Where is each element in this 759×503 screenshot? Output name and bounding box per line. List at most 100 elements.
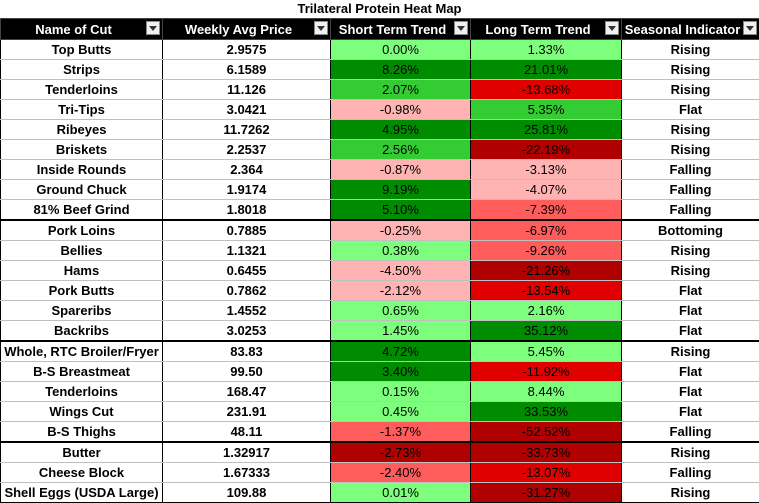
- short-term-trend-cell[interactable]: -4.50%: [330, 260, 471, 281]
- filter-dropdown-button[interactable]: [146, 21, 160, 35]
- seasonal-indicator-cell[interactable]: Flat: [621, 300, 759, 321]
- weekly-price-cell[interactable]: 2.364: [162, 159, 331, 180]
- seasonal-indicator-cell[interactable]: Rising: [621, 260, 759, 281]
- seasonal-indicator-cell[interactable]: Falling: [621, 199, 759, 221]
- cut-name-cell[interactable]: Hams: [0, 260, 163, 281]
- short-term-trend-cell[interactable]: 1.45%: [330, 320, 471, 342]
- long-term-trend-cell[interactable]: -9.26%: [470, 240, 622, 261]
- cut-name-cell[interactable]: Cheese Block: [0, 462, 163, 483]
- seasonal-indicator-cell[interactable]: Falling: [621, 159, 759, 180]
- seasonal-indicator-cell[interactable]: Falling: [621, 179, 759, 200]
- short-term-trend-cell[interactable]: 0.65%: [330, 300, 471, 321]
- cut-name-cell[interactable]: Inside Rounds: [0, 159, 163, 180]
- long-term-trend-cell[interactable]: -4.07%: [470, 179, 622, 200]
- cut-name-cell[interactable]: 81% Beef Grind: [0, 199, 163, 221]
- cut-name-cell[interactable]: B-S Breastmeat: [0, 361, 163, 382]
- long-term-trend-cell[interactable]: 25.81%: [470, 119, 622, 140]
- seasonal-indicator-cell[interactable]: Flat: [621, 99, 759, 120]
- seasonal-indicator-cell[interactable]: Flat: [621, 280, 759, 301]
- weekly-price-cell[interactable]: 1.1321: [162, 240, 331, 261]
- cut-name-cell[interactable]: Backribs: [0, 320, 163, 342]
- weekly-price-cell[interactable]: 1.4552: [162, 300, 331, 321]
- weekly-price-cell[interactable]: 1.9174: [162, 179, 331, 200]
- weekly-price-cell[interactable]: 168.47: [162, 381, 331, 402]
- cut-name-cell[interactable]: Whole, RTC Broiler/Fryer: [0, 340, 163, 362]
- seasonal-indicator-cell[interactable]: Falling: [621, 421, 759, 443]
- weekly-price-cell[interactable]: 0.6455: [162, 260, 331, 281]
- filter-dropdown-button[interactable]: [605, 21, 619, 35]
- long-term-trend-cell[interactable]: -31.27%: [470, 482, 622, 503]
- short-term-trend-cell[interactable]: -2.12%: [330, 280, 471, 301]
- seasonal-indicator-cell[interactable]: Rising: [621, 119, 759, 140]
- weekly-price-cell[interactable]: 1.67333: [162, 462, 331, 483]
- long-term-trend-cell[interactable]: -3.13%: [470, 159, 622, 180]
- weekly-price-cell[interactable]: 1.8018: [162, 199, 331, 221]
- short-term-trend-cell[interactable]: -2.40%: [330, 462, 471, 483]
- cut-name-cell[interactable]: Spareribs: [0, 300, 163, 321]
- short-term-trend-cell[interactable]: 3.40%: [330, 361, 471, 382]
- filter-dropdown-button[interactable]: [454, 21, 468, 35]
- weekly-price-cell[interactable]: 109.88: [162, 482, 331, 503]
- cut-name-cell[interactable]: Butter: [0, 441, 163, 463]
- filter-dropdown-button[interactable]: [314, 21, 328, 35]
- weekly-price-cell[interactable]: 48.11: [162, 421, 331, 443]
- cut-name-cell[interactable]: Tenderloins: [0, 381, 163, 402]
- seasonal-indicator-cell[interactable]: Flat: [621, 381, 759, 402]
- short-term-trend-cell[interactable]: 0.38%: [330, 240, 471, 261]
- cut-name-cell[interactable]: Briskets: [0, 139, 163, 160]
- short-term-trend-cell[interactable]: 0.00%: [330, 39, 471, 60]
- weekly-price-cell[interactable]: 2.9575: [162, 39, 331, 60]
- cut-name-cell[interactable]: Pork Butts: [0, 280, 163, 301]
- seasonal-indicator-cell[interactable]: Rising: [621, 340, 759, 362]
- cut-name-cell[interactable]: Tri-Tips: [0, 99, 163, 120]
- short-term-trend-cell[interactable]: -1.37%: [330, 421, 471, 443]
- cut-name-cell[interactable]: B-S Thighs: [0, 421, 163, 443]
- weekly-price-cell[interactable]: 11.7262: [162, 119, 331, 140]
- weekly-price-cell[interactable]: 99.50: [162, 361, 331, 382]
- long-term-trend-cell[interactable]: -21.26%: [470, 260, 622, 281]
- short-term-trend-cell[interactable]: 5.10%: [330, 199, 471, 221]
- short-term-trend-cell[interactable]: 0.45%: [330, 401, 471, 422]
- weekly-price-cell[interactable]: 2.2537: [162, 139, 331, 160]
- long-term-trend-cell[interactable]: 33.53%: [470, 401, 622, 422]
- cut-name-cell[interactable]: Top Butts: [0, 39, 163, 60]
- short-term-trend-cell[interactable]: 9.19%: [330, 179, 471, 200]
- seasonal-indicator-cell[interactable]: Bottoming: [621, 219, 759, 241]
- cut-name-cell[interactable]: Ribeyes: [0, 119, 163, 140]
- long-term-trend-cell[interactable]: -22.19%: [470, 139, 622, 160]
- seasonal-indicator-cell[interactable]: Rising: [621, 482, 759, 503]
- cut-name-cell[interactable]: Wings Cut: [0, 401, 163, 422]
- long-term-trend-cell[interactable]: 35.12%: [470, 320, 622, 342]
- seasonal-indicator-cell[interactable]: Flat: [621, 361, 759, 382]
- seasonal-indicator-cell[interactable]: Rising: [621, 79, 759, 100]
- seasonal-indicator-cell[interactable]: Rising: [621, 59, 759, 80]
- weekly-price-cell[interactable]: 3.0421: [162, 99, 331, 120]
- short-term-trend-cell[interactable]: 4.72%: [330, 340, 471, 362]
- seasonal-indicator-cell[interactable]: Rising: [621, 240, 759, 261]
- short-term-trend-cell[interactable]: -0.25%: [330, 219, 471, 241]
- short-term-trend-cell[interactable]: 2.56%: [330, 139, 471, 160]
- seasonal-indicator-cell[interactable]: Flat: [621, 401, 759, 422]
- weekly-price-cell[interactable]: 1.32917: [162, 441, 331, 463]
- weekly-price-cell[interactable]: 0.7862: [162, 280, 331, 301]
- long-term-trend-cell[interactable]: 5.45%: [470, 340, 622, 362]
- weekly-price-cell[interactable]: 83.83: [162, 340, 331, 362]
- weekly-price-cell[interactable]: 11.126: [162, 79, 331, 100]
- long-term-trend-cell[interactable]: -33.73%: [470, 441, 622, 463]
- cut-name-cell[interactable]: Ground Chuck: [0, 179, 163, 200]
- short-term-trend-cell[interactable]: 0.15%: [330, 381, 471, 402]
- filter-dropdown-button[interactable]: [743, 21, 757, 35]
- seasonal-indicator-cell[interactable]: Rising: [621, 39, 759, 60]
- cut-name-cell[interactable]: Tenderloins: [0, 79, 163, 100]
- long-term-trend-cell[interactable]: -7.39%: [470, 199, 622, 221]
- long-term-trend-cell[interactable]: 8.44%: [470, 381, 622, 402]
- short-term-trend-cell[interactable]: 8.26%: [330, 59, 471, 80]
- seasonal-indicator-cell[interactable]: Flat: [621, 320, 759, 342]
- weekly-price-cell[interactable]: 3.0253: [162, 320, 331, 342]
- long-term-trend-cell[interactable]: -13.07%: [470, 462, 622, 483]
- long-term-trend-cell[interactable]: 2.16%: [470, 300, 622, 321]
- short-term-trend-cell[interactable]: -0.87%: [330, 159, 471, 180]
- weekly-price-cell[interactable]: 231.91: [162, 401, 331, 422]
- weekly-price-cell[interactable]: 0.7885: [162, 219, 331, 241]
- long-term-trend-cell[interactable]: -6.97%: [470, 219, 622, 241]
